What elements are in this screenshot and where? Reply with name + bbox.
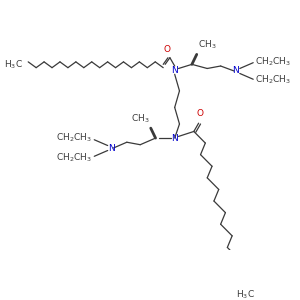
Text: N: N <box>171 66 178 75</box>
Text: CH$_2$CH$_3$: CH$_2$CH$_3$ <box>255 74 291 86</box>
Text: CH$_2$CH$_3$: CH$_2$CH$_3$ <box>56 132 92 144</box>
Text: N: N <box>232 67 239 76</box>
Text: H$_3$C: H$_3$C <box>236 289 255 300</box>
Text: CH$_3$: CH$_3$ <box>131 112 150 125</box>
Text: O: O <box>164 45 170 54</box>
Text: CH$_2$CH$_3$: CH$_2$CH$_3$ <box>255 56 291 68</box>
Text: N: N <box>108 143 115 152</box>
Text: O: O <box>196 109 203 118</box>
Text: CH$_3$: CH$_3$ <box>198 39 216 51</box>
Text: N: N <box>171 134 178 142</box>
Text: H$_3$C: H$_3$C <box>4 58 23 70</box>
Text: CH$_2$CH$_3$: CH$_2$CH$_3$ <box>56 152 92 164</box>
